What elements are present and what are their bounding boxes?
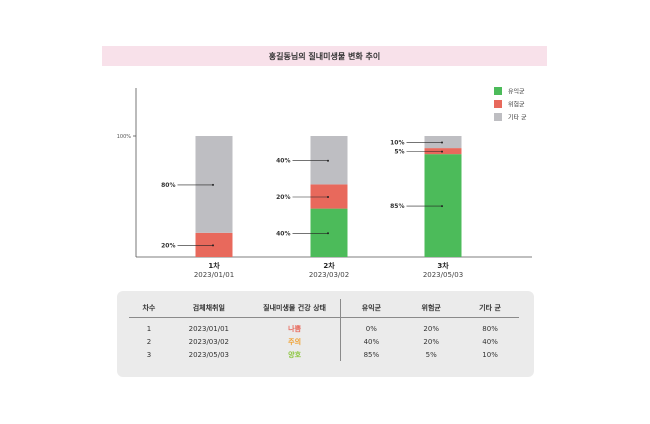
header-date: 검체채취일 [168, 299, 249, 318]
x-category-label: 2차 [323, 261, 335, 270]
cell-round: 3 [146, 350, 152, 359]
data-label: 85% [390, 203, 404, 210]
table-header-row: 차수 검체채취일 질내미생물 건강 상태 유익균 위험균 기타 균 [129, 299, 519, 318]
cell-other: 80% [482, 324, 498, 333]
cell-other: 10% [482, 350, 498, 359]
bar-segment [424, 154, 462, 257]
data-label: 5% [394, 149, 404, 156]
cell-good: 85% [363, 350, 380, 359]
table-row: 2 2023/03/02 주의 40% 20% 40% [129, 335, 519, 348]
cell-other: 40% [482, 337, 498, 346]
data-label-dot [212, 183, 214, 186]
data-label-dot [327, 232, 329, 235]
legend-label: 기타 균 [508, 114, 527, 122]
header-status: 질내미생물 건강 상태 [248, 299, 342, 318]
data-label-dot [441, 205, 443, 208]
bar-segment [310, 136, 348, 185]
cell-date: 2023/03/02 [188, 337, 229, 346]
chart-title: 홍길동님의 질내미생물 변화 추이 [102, 46, 547, 66]
legend-label: 위험균 [508, 101, 525, 109]
cell-status: 주의 [248, 335, 342, 348]
x-category-label: 1차 [208, 261, 220, 270]
data-label-dot [212, 244, 214, 247]
x-category-date: 2023/05/03 [423, 271, 463, 279]
data-label: 80% [161, 182, 175, 189]
cell-good: 0% [365, 324, 377, 333]
cell-good: 40% [363, 337, 380, 346]
cell-harmful: 5% [425, 350, 437, 359]
summary-table: 차수 검체채취일 질내미생물 건강 상태 유익균 위험균 기타 균 1 2023… [129, 299, 519, 361]
table-row: 3 2023/05/03 양호 85% 5% 10% [129, 348, 519, 361]
cell-date: 2023/05/03 [188, 350, 229, 359]
bar-segment [310, 184, 348, 209]
data-label-dot [441, 150, 443, 153]
data-label: 10% [390, 140, 404, 147]
x-category-date: 2023/01/01 [194, 271, 234, 279]
header-round: 차수 [129, 299, 169, 318]
y-tick-label: 100% [117, 134, 132, 140]
summary-table-panel: 차수 검체채취일 질내미생물 건강 상태 유익균 위험균 기타 균 1 2023… [117, 291, 534, 377]
data-label: 20% [161, 242, 175, 249]
cell-status: 나쁨 [248, 317, 342, 335]
legend-swatch [494, 113, 502, 121]
legend-swatch [494, 100, 502, 108]
legend-label: 유익균 [508, 88, 525, 96]
bar-segment [424, 148, 462, 155]
x-category-date: 2023/03/02 [309, 271, 349, 279]
header-other: 기타 균 [461, 299, 519, 318]
data-label: 40% [276, 230, 290, 237]
data-label-dot [327, 196, 329, 198]
cell-date: 2023/01/01 [188, 324, 229, 333]
bar-segment [195, 136, 233, 233]
data-label: 40% [276, 158, 290, 165]
cell-round: 2 [146, 337, 152, 346]
legend-swatch [494, 87, 502, 95]
bar-segment [310, 208, 348, 257]
header-good: 유익균 [340, 299, 402, 318]
bar-segment [424, 136, 462, 149]
data-label-dot [441, 141, 443, 144]
bar-segment [195, 232, 233, 257]
header-harmful: 위험균 [401, 299, 462, 318]
cell-harmful: 20% [423, 324, 439, 333]
cell-harmful: 20% [423, 337, 439, 346]
table-row: 1 2023/01/01 나쁨 0% 20% 80% [129, 317, 519, 335]
cell-status: 양호 [248, 348, 342, 361]
data-label: 20% [276, 194, 290, 201]
data-label-dot [327, 159, 329, 162]
x-category-label: 3차 [437, 261, 449, 270]
cell-round: 1 [146, 324, 152, 333]
